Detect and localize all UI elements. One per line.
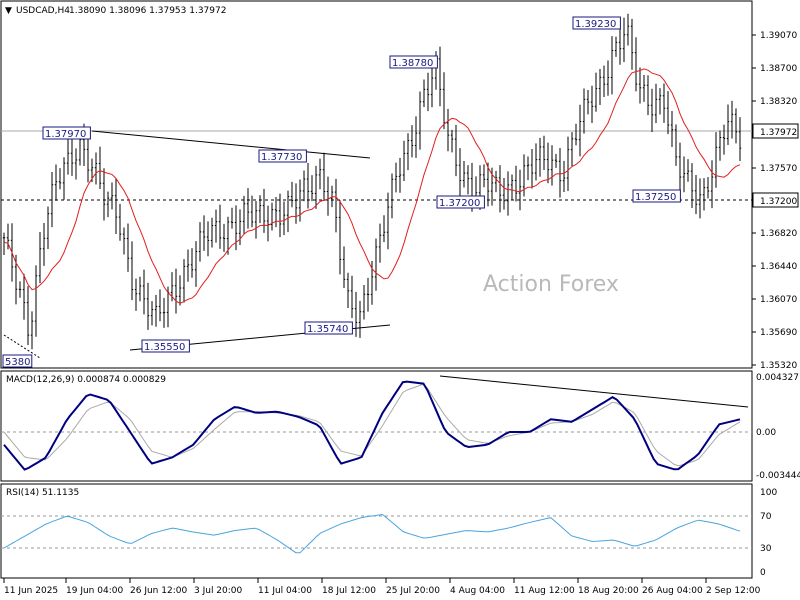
annotation-label: 1.37970 <box>45 129 86 140</box>
annotation-label: 1.37200 <box>439 198 480 209</box>
macd-layer <box>1 375 752 471</box>
annotation-box <box>389 55 438 69</box>
level-price-label: 1.37200 <box>760 197 797 207</box>
annotation-label: 1.39230 <box>575 19 616 30</box>
annotation-box <box>436 195 485 209</box>
price-tick-label: 1.35320 <box>760 361 797 371</box>
time-tick-label: 3 Jul 20:00 <box>194 586 243 596</box>
macd-tick-label: 0.004327 <box>756 373 799 383</box>
macd-signal-line <box>3 383 741 467</box>
current-price-box <box>752 123 799 139</box>
price-tick-label: 1.38320 <box>760 97 797 107</box>
time-tick-label: 11 Jun 2025 <box>4 586 58 596</box>
level-price-box <box>752 192 799 208</box>
annotation-label: 5380 <box>5 357 30 368</box>
annotation-box <box>42 126 91 140</box>
rsi-tick-label: 70 <box>760 512 772 522</box>
macd-line <box>3 380 741 471</box>
annotation-label: 1.38780 <box>392 58 433 69</box>
left-trendline <box>3 334 41 359</box>
price-tick-label: 1.36820 <box>760 229 797 239</box>
annotation-box <box>632 189 681 203</box>
rsi-tick-label: 30 <box>760 544 772 554</box>
annotation-label: 1.37730 <box>261 152 302 163</box>
axes-layer: 1.390701.387001.383201.379501.375701.372… <box>3 31 800 596</box>
time-tick-label: 11 Jul 04:00 <box>258 586 312 596</box>
watermark: Action Forex <box>483 272 619 297</box>
annotation-box <box>258 149 307 163</box>
price-tick-label: 1.39070 <box>760 31 797 41</box>
price-tick-label: 1.36070 <box>760 295 797 305</box>
macd-title: MACD(12,26,9) 0.000874 0.000829 <box>6 375 166 385</box>
rsi-tick-label: 0 <box>760 568 766 578</box>
time-tick-label: 4 Aug 04:00 <box>450 586 505 596</box>
current-price-label: 1.37972 <box>760 128 797 138</box>
annotation-label: 1.37250 <box>635 192 676 203</box>
upper-trendline <box>91 130 371 159</box>
macd-trendline <box>439 375 749 408</box>
time-tick-label: 25 Jul 20:00 <box>386 586 440 596</box>
header-triangle-icon: ▼ <box>5 6 12 16</box>
time-tick-label: 18 Jul 12:00 <box>322 586 376 596</box>
time-tick-label: 2 Sep 12:00 <box>706 586 761 596</box>
annotation-box <box>2 354 33 368</box>
rsi-layer <box>1 513 752 554</box>
rsi-panel <box>0 483 753 579</box>
rsi-line <box>3 513 741 554</box>
annotation-box <box>304 321 353 335</box>
price-tick-label: 1.36440 <box>760 262 797 272</box>
annotation-box <box>572 16 621 30</box>
price-tick-label: 1.37570 <box>760 164 797 174</box>
price-tick-label: 1.38700 <box>760 64 797 74</box>
moving-average-line <box>3 68 741 304</box>
price-panel <box>0 0 753 369</box>
rsi-tick-label: 100 <box>760 488 777 498</box>
header-ohlc: 1.38090 1.38096 1.37953 1.37972 <box>69 6 226 16</box>
annotation-label: 1.35740 <box>307 324 348 335</box>
time-tick-label: 11 Aug 12:00 <box>514 586 575 596</box>
price-layer: 1.37970 1.37730 1.38780 1.39230 1.37200 1.372… <box>1 13 752 368</box>
annotation-label: 1.35550 <box>144 342 185 353</box>
price-tick-label: 1.35690 <box>760 328 797 338</box>
time-tick-label: 26 Aug 04:00 <box>642 586 703 596</box>
rsi-title: RSI(14) 51.1135 <box>6 488 79 498</box>
time-tick-label: 26 Jun 12:00 <box>130 586 187 596</box>
time-tick-label: 18 Aug 20:00 <box>578 586 639 596</box>
macd-tick-label: -0.003444 <box>756 471 800 481</box>
time-tick-label: 19 Jun 04:00 <box>66 586 123 596</box>
macd-tick-label: 0.00 <box>756 428 776 438</box>
header-symbol: USDCAD,H4 <box>16 6 70 16</box>
annotation-box <box>141 339 190 353</box>
